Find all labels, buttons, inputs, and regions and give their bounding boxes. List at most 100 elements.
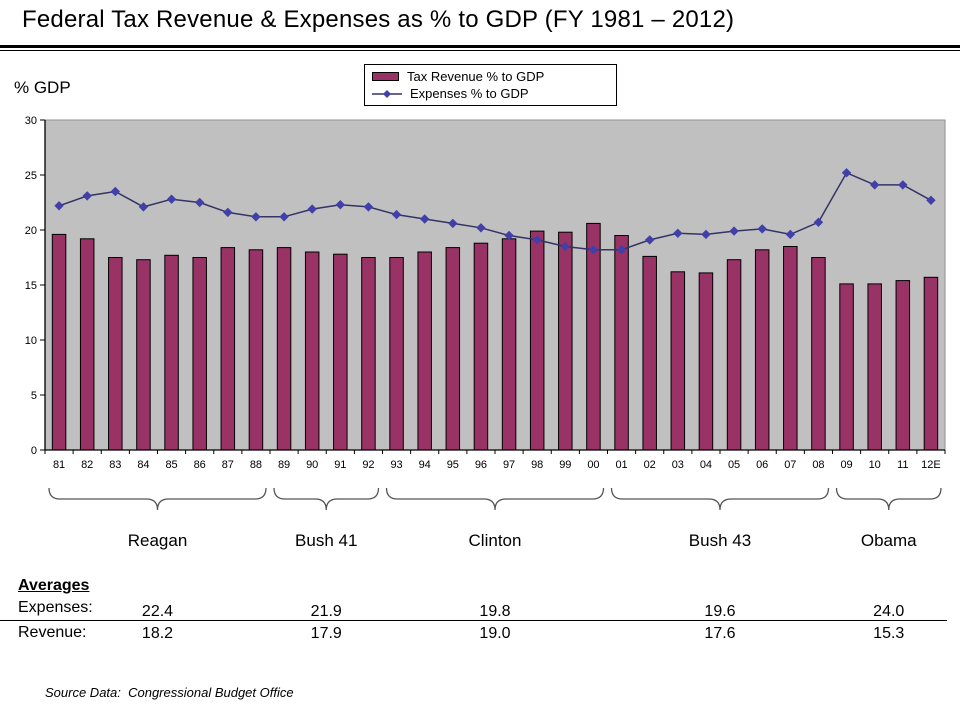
- marker-94: [419, 214, 430, 224]
- x-tick-label: 03: [672, 459, 684, 471]
- x-tick-label: 95: [447, 459, 459, 471]
- y-axis-title: % GDP: [14, 78, 71, 97]
- bar-11: [895, 280, 911, 451]
- page-title: Federal Tax Revenue & Expenses as % to G…: [22, 6, 735, 33]
- marker-89: [279, 212, 289, 222]
- marker-99: [560, 241, 571, 252]
- marker-95: [448, 218, 458, 229]
- line-series-swatch-icon: [372, 89, 402, 98]
- x-tick-label: 00: [587, 459, 599, 471]
- x-tick-label: 09: [840, 459, 852, 471]
- marker-04: [701, 229, 711, 240]
- avg-expenses-obama: 24.0: [873, 603, 905, 620]
- bar-97: [501, 238, 517, 451]
- marker-83: [110, 186, 121, 197]
- brace-obama: [835, 487, 942, 511]
- expenses-line: [58, 171, 932, 251]
- bar-91: [333, 253, 348, 451]
- x-tick-label: 04: [700, 459, 712, 471]
- marker-11: [898, 180, 908, 190]
- x-tick-label: 01: [615, 459, 627, 471]
- x-tick-label: 92: [362, 459, 374, 471]
- marker-03: [673, 228, 683, 239]
- bar-series-swatch-icon: [372, 72, 399, 81]
- marker-93: [391, 209, 402, 220]
- x-tick-label: 82: [81, 459, 93, 471]
- y-tick-label: 20: [25, 225, 37, 237]
- y-tick-label: 25: [25, 170, 37, 182]
- marker-85: [166, 194, 177, 204]
- averages-heading: Averages: [18, 577, 90, 594]
- bar-89: [276, 247, 292, 451]
- marker-05: [729, 226, 739, 236]
- y-tick-label: 10: [25, 335, 37, 347]
- x-tick-label: 91: [334, 459, 346, 471]
- bar-82: [79, 238, 95, 451]
- x-tick-label: 98: [531, 459, 543, 471]
- president-label-reagan: Reagan: [128, 531, 188, 550]
- bar-86: [192, 257, 207, 451]
- bar-87: [220, 247, 236, 451]
- y-tick-label: 0: [31, 445, 37, 457]
- marker-00: [588, 245, 599, 255]
- y-tick-label: 30: [25, 115, 37, 127]
- legend-tax-revenue-label: Tax Revenue % to GDP: [407, 69, 545, 84]
- bar-01: [614, 235, 629, 451]
- marker-01: [616, 245, 627, 255]
- x-tick-label: 83: [109, 459, 121, 471]
- x-tick-label: 94: [419, 459, 431, 471]
- brace-bush-43: [610, 487, 830, 511]
- president-label-bush-41: Bush 41: [295, 531, 357, 550]
- x-tick-label: 90: [306, 459, 318, 471]
- marker-07: [785, 229, 796, 240]
- president-label-bush-43: Bush 43: [689, 531, 751, 550]
- bar-94: [417, 251, 432, 451]
- bar-10: [867, 283, 882, 451]
- bar-12E: [923, 276, 939, 451]
- avg-revenue-reagan: 18.2: [141, 625, 174, 642]
- marker-86: [194, 197, 205, 208]
- bar-84: [136, 259, 151, 451]
- avg-expenses-bush-41: 21.9: [310, 603, 342, 620]
- bar-05: [726, 259, 742, 451]
- source-note: Source Data: Congressional Budget Office: [45, 685, 294, 700]
- y-tick-label: 15: [25, 280, 37, 292]
- x-tick-label: 10: [869, 459, 881, 471]
- marker-84: [138, 202, 149, 212]
- x-tick-label: 84: [137, 459, 149, 471]
- bar-09: [839, 283, 854, 451]
- bar-81: [51, 233, 67, 451]
- marker-88: [251, 212, 261, 222]
- bar-92: [361, 257, 376, 451]
- x-tick-label: 02: [644, 459, 656, 471]
- x-tick-label: 85: [165, 459, 177, 471]
- marker-06: [757, 224, 767, 234]
- brace-bush-41: [273, 487, 380, 511]
- bar-83: [108, 257, 123, 451]
- x-tick-label: 05: [728, 459, 740, 471]
- averages-divider: [0, 620, 947, 621]
- legend-item-expenses: Expenses % to GDP: [372, 86, 609, 101]
- marker-92: [363, 202, 374, 212]
- marker-96: [476, 223, 486, 233]
- marker-10: [869, 180, 880, 190]
- marker-09: [841, 168, 852, 178]
- marker-02: [644, 235, 655, 245]
- bar-90: [304, 251, 320, 451]
- x-tick-label: 88: [250, 459, 262, 471]
- y-tick-label: 5: [31, 390, 37, 402]
- marker-12E: [926, 195, 936, 206]
- brace-clinton: [385, 487, 605, 511]
- bar-02: [642, 255, 657, 451]
- x-tick-label: 97: [503, 459, 515, 471]
- averages-expenses-label: Expenses:: [18, 599, 93, 616]
- avg-revenue-bush-43: 17.6: [704, 625, 736, 642]
- bar-95: [445, 247, 461, 451]
- bar-93: [389, 257, 404, 451]
- marker-97: [504, 230, 514, 241]
- plot-background: [44, 119, 946, 451]
- bar-03: [670, 271, 686, 451]
- chart-legend: Tax Revenue % to GDP Expenses % to GDP: [364, 64, 617, 106]
- x-tick-label: 08: [812, 459, 824, 471]
